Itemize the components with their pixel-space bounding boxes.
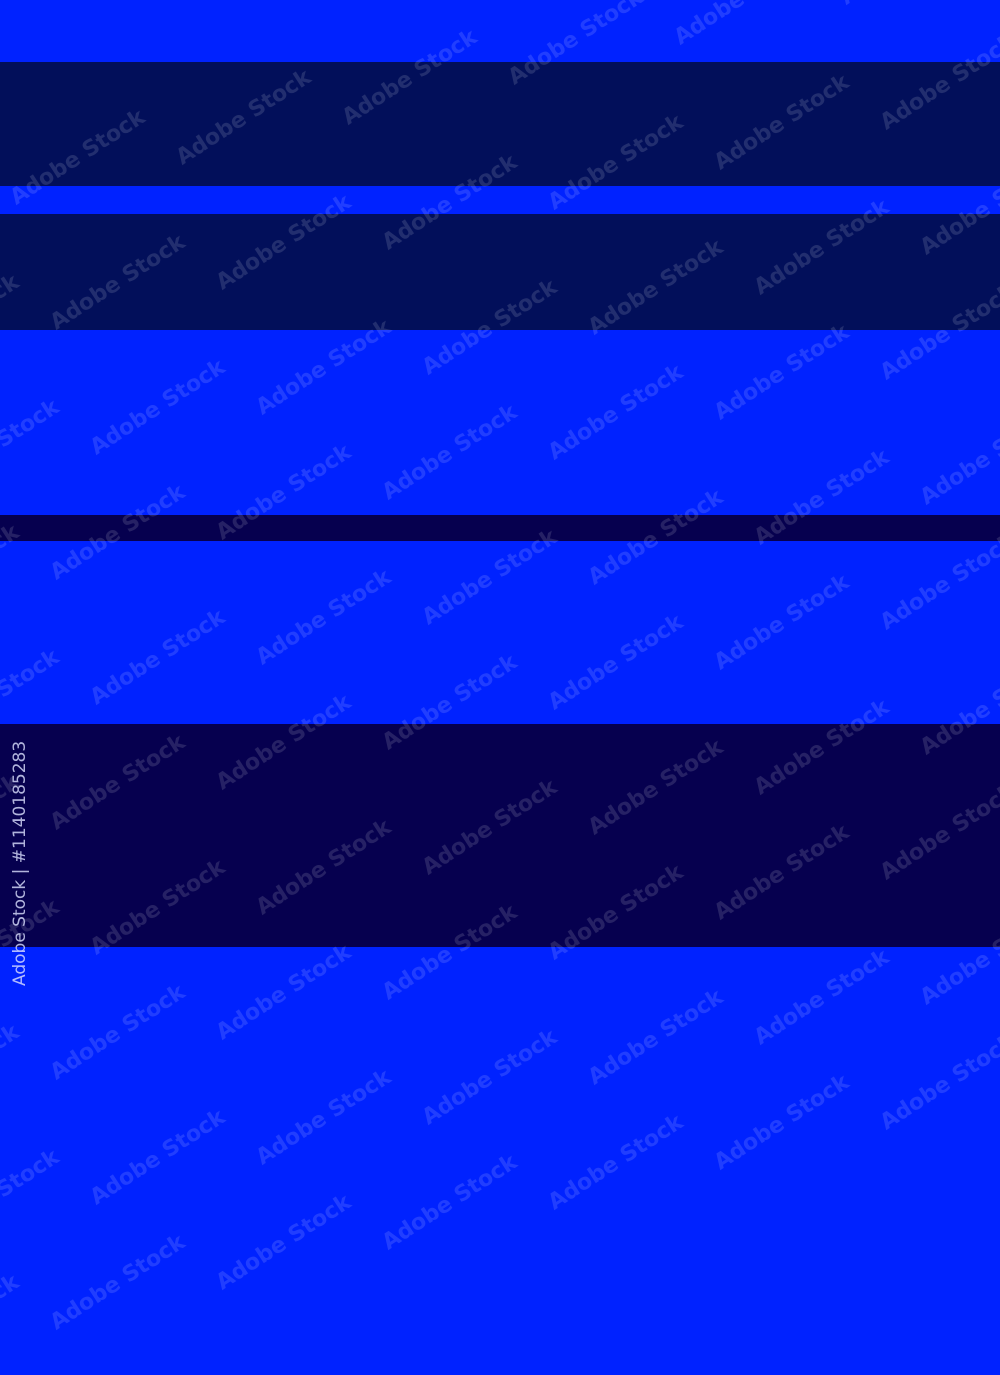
watermark-text: Adobe Stock	[85, 1104, 230, 1211]
watermark-text: Adobe Stock	[0, 1144, 64, 1251]
stripe-9	[0, 947, 1000, 1000]
watermark-text: Adobe Stock	[377, 1149, 522, 1256]
watermark-text: Adobe Stock	[709, 1069, 854, 1176]
watermark-text: Adobe Stock	[251, 1064, 396, 1171]
watermark-text: Adobe Stock	[417, 1024, 562, 1131]
stock-id-label: Adobe Stock | #1140185283	[10, 740, 30, 986]
watermark-text: Adobe Stock	[0, 1019, 24, 1126]
watermark-text: Adobe Stock	[45, 1229, 190, 1336]
stripe-3	[0, 186, 1000, 214]
watermark-text: Adobe Stock	[0, 1269, 24, 1375]
stripe-1	[0, 0, 1000, 62]
watermark-text: Adobe Stock	[211, 1189, 356, 1296]
stripe-8	[0, 724, 1000, 947]
watermark-text: Adobe Stock	[543, 1109, 688, 1216]
stripe-6	[0, 515, 1000, 541]
stripe-2	[0, 62, 1000, 186]
watermark-text: Adobe Stock	[875, 1029, 1000, 1136]
stripe-4	[0, 214, 1000, 330]
stripe-5	[0, 330, 1000, 515]
watermark-text: Adobe Stock	[583, 984, 728, 1091]
stripe-7	[0, 541, 1000, 724]
